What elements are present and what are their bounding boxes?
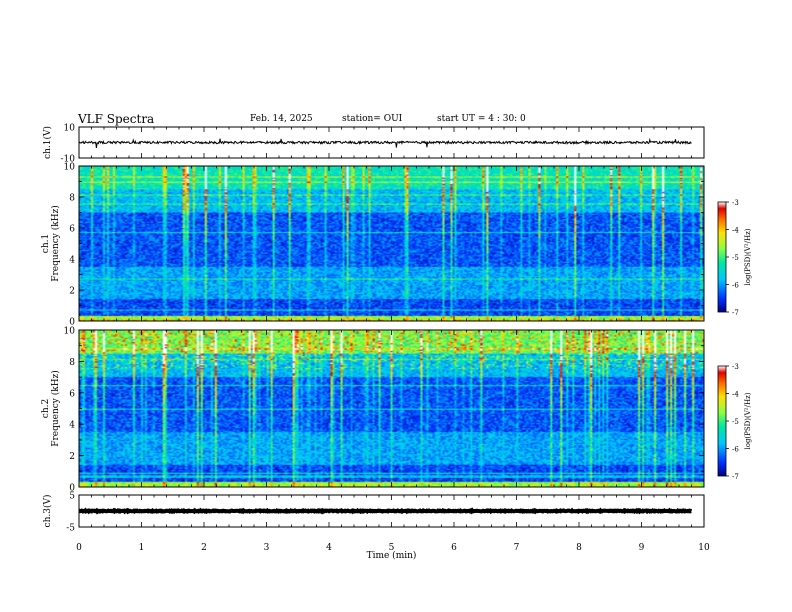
colorbar-label: log(PSD)(V²/Hz) xyxy=(744,392,752,449)
colorbar-1 xyxy=(717,201,727,313)
colorbar-tick-label: -7 xyxy=(732,473,739,481)
y-tick-label: 4 xyxy=(69,421,75,431)
y-tick-label: 10 xyxy=(64,124,76,134)
colorbar-tick-label: -4 xyxy=(732,391,739,399)
ch1-waveform-trace xyxy=(78,137,692,148)
colorbar-tick-label: -5 xyxy=(732,418,739,426)
ch2-y-label: ch.2 xyxy=(41,399,51,418)
ch3-waveform-trace xyxy=(78,507,693,515)
y-tick-label: 0 xyxy=(69,318,75,328)
y-tick-label: 6 xyxy=(69,389,75,399)
x-tick-label: 2 xyxy=(201,543,207,553)
plot-title: VLF Spectra xyxy=(78,112,155,126)
colorbar-tick-label: -3 xyxy=(732,199,739,207)
colorbar-label: log(PSD)(V²/Hz) xyxy=(744,228,752,285)
x-tick-label: 10 xyxy=(698,543,710,553)
y-tick-label: -10 xyxy=(61,155,76,165)
ch1-spectrogram-image xyxy=(79,166,704,321)
frequency-y-label: Frequency (kHz) xyxy=(50,205,61,282)
y-tick-label: 5 xyxy=(69,492,75,502)
y-tick-label: 6 xyxy=(69,225,75,235)
station-label: station= OUI xyxy=(342,114,403,124)
ch1-y-label: ch.1(V) xyxy=(42,126,53,159)
y-tick-label: 8 xyxy=(69,358,75,368)
start-time-label: start UT = 4 : 30: 0 xyxy=(437,114,526,124)
colorbar-2 xyxy=(717,365,727,477)
colorbar-tick-label: -6 xyxy=(732,282,739,290)
y-tick-label: 4 xyxy=(69,256,75,266)
x-tick-label: 6 xyxy=(451,543,457,553)
colorbar-tick-label: -4 xyxy=(732,227,739,235)
x-tick-label: 4 xyxy=(326,543,332,553)
y-tick-label: 2 xyxy=(69,287,75,297)
colorbar-tick-label: -5 xyxy=(732,254,739,262)
colorbar-tick-label: -3 xyxy=(732,363,739,371)
x-tick-label: 9 xyxy=(639,543,645,553)
y-tick-label: 8 xyxy=(69,194,75,204)
ch1-y-label: ch.1 xyxy=(41,234,51,253)
date-label: Feb. 14, 2025 xyxy=(250,114,313,124)
x-tick-label: 3 xyxy=(264,543,270,553)
y-tick-label: 10 xyxy=(64,163,76,173)
frequency-y-label: Frequency (kHz) xyxy=(50,370,61,447)
x-tick-label: 1 xyxy=(139,543,145,553)
y-tick-label: 0 xyxy=(69,484,75,494)
y-tick-label: 2 xyxy=(69,452,75,462)
colorbar-tick-label: -6 xyxy=(732,446,739,454)
x-tick-label: 8 xyxy=(576,543,582,553)
colorbar-tick-label: -7 xyxy=(732,309,739,317)
y-tick-label: -5 xyxy=(66,524,75,534)
x-tick-label: 0 xyxy=(76,543,82,553)
ch2-spectrogram-image xyxy=(79,330,704,487)
x-tick-label: 5 xyxy=(389,543,395,553)
x-axis-label: Time (min) xyxy=(367,550,417,561)
y-tick-label: 10 xyxy=(64,327,76,337)
ch3-y-label: ch.3(V) xyxy=(42,495,53,528)
x-tick-label: 7 xyxy=(514,543,520,553)
